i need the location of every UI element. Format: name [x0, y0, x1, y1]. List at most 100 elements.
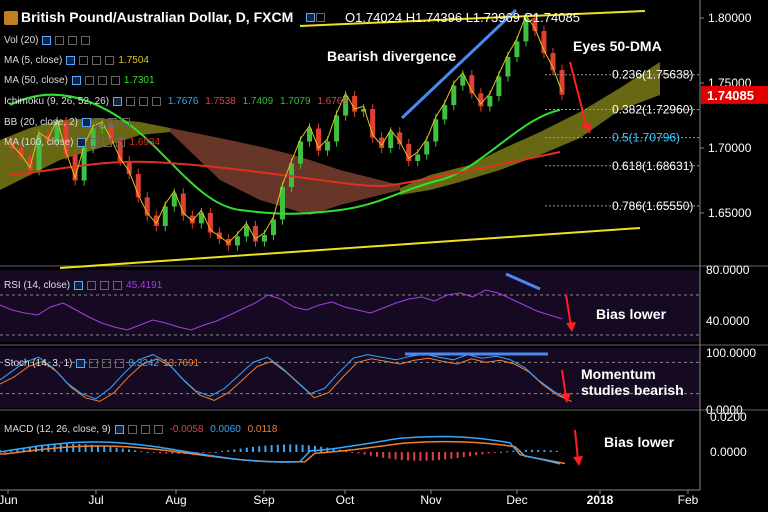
- add-icon[interactable]: [103, 137, 113, 147]
- candle: [442, 99, 448, 125]
- settings-icon[interactable]: [316, 12, 325, 22]
- macd-histogram-bar: [72, 443, 75, 452]
- arrow-head-icon: [566, 322, 576, 332]
- macd-histogram-bar: [10, 450, 13, 452]
- macd-histogram-bar: [159, 452, 161, 454]
- close-icon[interactable]: [113, 280, 123, 290]
- candle-body: [81, 148, 87, 181]
- settings-icon[interactable]: [84, 75, 94, 85]
- close-icon[interactable]: [105, 55, 115, 65]
- add-icon[interactable]: [100, 280, 110, 290]
- macd-histogram-bar: [555, 450, 558, 452]
- visibility-icon[interactable]: [114, 424, 124, 434]
- legend-rsi[interactable]: RSI (14, close) 45.4191: [4, 280, 166, 292]
- add-icon[interactable]: [139, 96, 149, 106]
- legend-ichimoku[interactable]: Ichimoku (9, 26, 52, 26) 1.7676 1.7538 1…: [4, 96, 352, 108]
- candle-body: [379, 137, 385, 148]
- ichimoku-value-1: 1.7676: [167, 96, 199, 107]
- settings-icon[interactable]: [89, 358, 99, 368]
- add-icon[interactable]: [92, 55, 102, 65]
- legend-macd[interactable]: MACD (12, 26, close, 9) -0.0058 0.0060 0…: [4, 424, 281, 436]
- candle-body: [36, 135, 42, 171]
- candle: [270, 214, 276, 241]
- add-icon[interactable]: [102, 358, 112, 368]
- legend-stoch[interactable]: Stoch (14, 3, 1) 8.3242 13.7691: [4, 358, 203, 370]
- candle-body: [153, 215, 159, 226]
- ma100-line: [9, 151, 561, 187]
- candle-body: [27, 157, 33, 171]
- close-icon[interactable]: [152, 96, 162, 106]
- settings-icon[interactable]: [94, 117, 104, 127]
- add-icon[interactable]: [140, 424, 150, 434]
- macd-histogram-bar: [121, 448, 124, 452]
- fib-level-label: 0.382(1.72960): [612, 103, 693, 117]
- macd-histogram-bar: [221, 451, 223, 453]
- macd-histogram-bar: [177, 452, 180, 455]
- close-icon[interactable]: [81, 35, 91, 45]
- candle-body: [388, 132, 394, 148]
- settings-icon[interactable]: [87, 280, 97, 290]
- macd-histogram-bar: [208, 452, 211, 453]
- visibility-icon[interactable]: [66, 55, 76, 65]
- time-label-2018: 2018: [587, 493, 614, 507]
- macd-line: [0, 435, 561, 465]
- candle: [18, 142, 24, 163]
- macd-axis-label: 0.0000: [710, 445, 747, 459]
- candle-body: [352, 96, 358, 112]
- settings-icon[interactable]: [55, 35, 65, 45]
- settings-icon[interactable]: [126, 96, 136, 106]
- macd-histogram-bar: [134, 450, 137, 452]
- macd-histogram-bar: [289, 444, 292, 452]
- close-icon[interactable]: [115, 358, 125, 368]
- legend-ma100[interactable]: MA (100, close) 1.6934: [4, 137, 164, 149]
- ma100-label: MA (100, close): [4, 137, 74, 148]
- visibility-icon[interactable]: [113, 96, 123, 106]
- candle: [469, 70, 475, 99]
- ma100-value: 1.6934: [129, 137, 161, 148]
- add-icon[interactable]: [107, 117, 117, 127]
- macd-histogram-bar: [450, 452, 453, 459]
- header-toolbar[interactable]: [306, 12, 326, 24]
- candle: [514, 36, 520, 63]
- close-icon[interactable]: [116, 137, 126, 147]
- divergence-line-price: [400, 8, 518, 120]
- candle-body: [334, 115, 340, 142]
- candle: [126, 155, 132, 180]
- candle-body: [550, 53, 556, 70]
- candle: [550, 47, 556, 76]
- visibility-icon[interactable]: [42, 35, 52, 45]
- add-icon[interactable]: [97, 75, 107, 85]
- time-label-dec: Dec: [506, 493, 527, 507]
- macd-histogram-bar: [469, 452, 471, 457]
- macd-histogram-bar: [245, 447, 248, 452]
- macd-histogram-bar: [115, 447, 118, 452]
- candle: [207, 207, 213, 238]
- candle: [153, 210, 159, 232]
- visibility-icon[interactable]: [71, 75, 81, 85]
- add-icon[interactable]: [68, 35, 78, 45]
- visibility-icon[interactable]: [81, 117, 91, 127]
- candle-body: [162, 206, 168, 226]
- stoch-axis-label: 0.0000: [706, 403, 743, 417]
- visibility-icon[interactable]: [306, 12, 315, 22]
- legend-bb[interactable]: BB (20, close, 2): [4, 117, 134, 129]
- macd-histogram-bar: [35, 446, 37, 452]
- visibility-icon[interactable]: [77, 137, 87, 147]
- candle-body: [243, 226, 249, 237]
- candle-body: [189, 215, 195, 224]
- settings-icon[interactable]: [127, 424, 137, 434]
- settings-icon[interactable]: [79, 55, 89, 65]
- candle-body: [496, 76, 502, 96]
- legend-ma5[interactable]: MA (5, close) 1.7504: [4, 55, 153, 67]
- macd-histogram-bar: [425, 452, 428, 461]
- legend-volume[interactable]: Vol (20): [4, 35, 94, 47]
- settings-icon[interactable]: [90, 137, 100, 147]
- price-tick-label: 1.70000: [708, 141, 752, 155]
- visibility-icon[interactable]: [74, 280, 84, 290]
- close-icon[interactable]: [110, 75, 120, 85]
- close-icon[interactable]: [153, 424, 163, 434]
- visibility-icon[interactable]: [76, 358, 86, 368]
- legend-ma50[interactable]: MA (50, close) 1.7301: [4, 75, 159, 87]
- close-icon[interactable]: [120, 117, 130, 127]
